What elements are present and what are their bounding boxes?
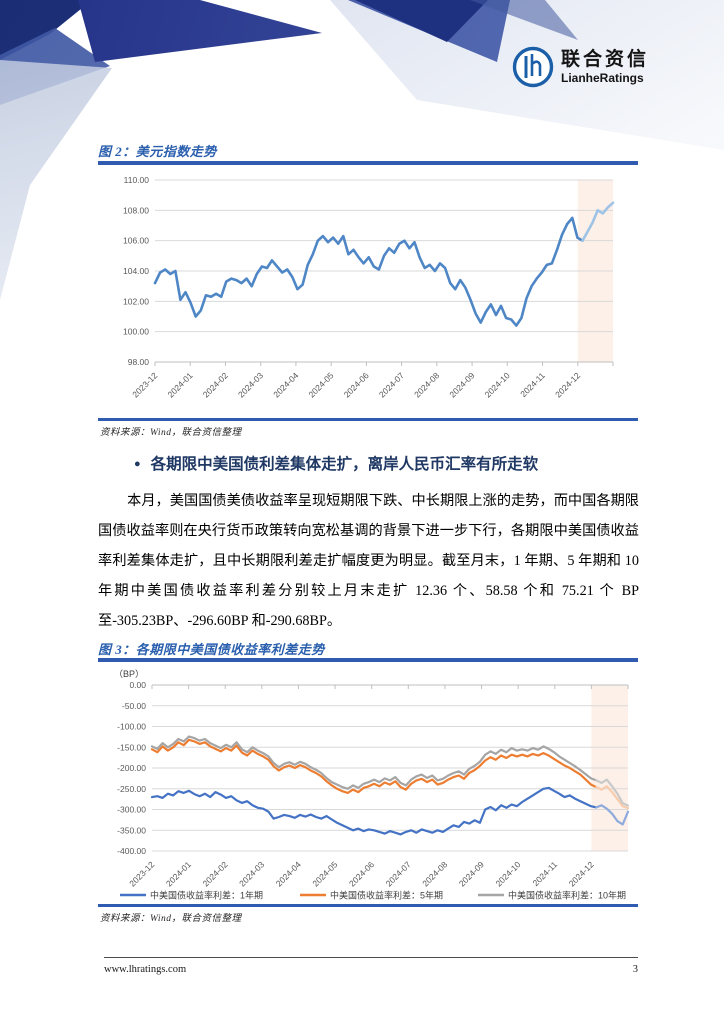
svg-text:2024-06: 2024-06 [347, 859, 376, 888]
svg-text:2024-09: 2024-09 [447, 370, 476, 399]
svg-text:2023-12: 2023-12 [130, 370, 159, 399]
logo-cn-text: 联合资信 [561, 48, 650, 70]
svg-text:98.00: 98.00 [128, 357, 150, 367]
lianhe-ratings-logo: 联合资信 LianheRatings [512, 46, 649, 88]
bullet-icon: ● [134, 458, 141, 470]
svg-text:2024-12: 2024-12 [567, 859, 596, 888]
svg-text:中美国债收益率利差：1年期: 中美国债收益率利差：1年期 [150, 890, 263, 901]
svg-text:2024-04: 2024-04 [274, 859, 303, 888]
section-heading: ● 各期限中美国债利差集体走扩，离岸人民币汇率有所走软 [134, 452, 538, 474]
svg-text:2023-12: 2023-12 [127, 859, 156, 888]
svg-text:2024-09: 2024-09 [457, 859, 486, 888]
svg-text:2024-05: 2024-05 [306, 370, 335, 399]
footer-url-link[interactable]: www.lhratings.com [104, 964, 187, 975]
figure2-source: 资料来源：Wind，联合资信整理 [100, 428, 242, 438]
svg-text:-100.00: -100.00 [117, 722, 146, 732]
svg-text:-250.00: -250.00 [117, 784, 146, 794]
svg-text:中美国债收益率利差：5年期: 中美国债收益率利差：5年期 [330, 890, 443, 901]
svg-text:108.00: 108.00 [123, 205, 149, 215]
svg-text:0.00: 0.00 [129, 680, 146, 690]
svg-text:2024-03: 2024-03 [236, 370, 265, 399]
logo-en-text: LianheRatings [561, 70, 644, 85]
svg-text:102.00: 102.00 [123, 296, 149, 306]
figure2-title: 图 2：美元指数走势 [98, 144, 217, 159]
figure3-bottom-rule [98, 904, 638, 907]
svg-text:2024-10: 2024-10 [483, 370, 512, 399]
svg-text:2024-10: 2024-10 [493, 859, 522, 888]
svg-text:2024-08: 2024-08 [412, 370, 441, 399]
body-paragraph: 本月，美国国债美债收益率呈现短期限下跌、中长期限上涨的走势，而中国各期限国债收益… [98, 493, 639, 629]
usd-index-chart: 110.00 108.00 106.00 104.00 102.00 100.00 98.0… [123, 175, 615, 399]
figure2-bottom-rule [98, 418, 638, 421]
svg-text:-350.00: -350.00 [117, 825, 146, 835]
figure3-source: 资料来源：Wind，联合资信整理 [100, 914, 242, 924]
svg-text:2024-01: 2024-01 [166, 370, 195, 399]
svg-text:中美国债收益率利差：10年期: 中美国债收益率利差：10年期 [508, 890, 626, 901]
lianhe-ratings-emblem-icon [512, 46, 554, 88]
svg-text:（BP）: （BP） [114, 669, 144, 679]
svg-text:106.00: 106.00 [123, 236, 149, 246]
yield-spread-chart: 0.00 -50.00 -100.00 -150.00 -200.00 -250.00 -3… [114, 669, 630, 901]
svg-text:2024-08: 2024-08 [420, 859, 449, 888]
svg-text:2024-06: 2024-06 [342, 370, 371, 399]
svg-text:-50.00: -50.00 [122, 701, 146, 711]
svg-text:2024-03: 2024-03 [237, 859, 266, 888]
svg-text:2024-12: 2024-12 [553, 370, 582, 399]
svg-text:100.00: 100.00 [123, 327, 149, 337]
svg-text:104.00: 104.00 [123, 266, 149, 276]
figure2-top-rule [98, 161, 638, 165]
svg-text:-200.00: -200.00 [117, 763, 146, 773]
svg-text:-300.00: -300.00 [117, 805, 146, 815]
svg-text:2024-07: 2024-07 [384, 859, 413, 888]
svg-text:2024-04: 2024-04 [271, 370, 300, 399]
svg-text:2024-01: 2024-01 [164, 859, 193, 888]
figure3-title: 图 3：各期限中美国债收益率利差走势 [98, 642, 325, 657]
svg-text:-400.00: -400.00 [117, 846, 146, 856]
section-heading-text: 各期限中美国债利差集体走扩，离岸人民币汇率有所走软 [150, 456, 539, 473]
svg-text:2024-11: 2024-11 [530, 859, 559, 888]
svg-text:2024-02: 2024-02 [201, 370, 230, 399]
svg-text:2024-02: 2024-02 [201, 859, 230, 888]
svg-text:2024-11: 2024-11 [518, 370, 547, 399]
svg-text:2024-07: 2024-07 [377, 370, 406, 399]
svg-text:2024-05: 2024-05 [310, 859, 339, 888]
figure3-top-rule [98, 658, 638, 662]
svg-text:110.00: 110.00 [124, 175, 150, 185]
footer-page-number: 3 [632, 964, 638, 975]
footer-divider [104, 957, 638, 958]
svg-text:-150.00: -150.00 [117, 742, 146, 752]
